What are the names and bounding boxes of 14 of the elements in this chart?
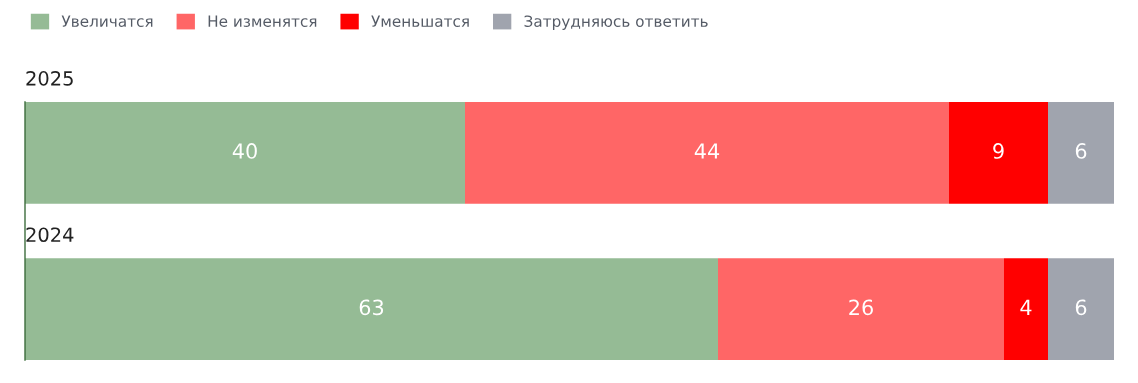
data-label: 9 bbox=[993, 143, 1004, 159]
legend-label: Уменьшатся bbox=[371, 15, 469, 27]
data-label: 26 bbox=[849, 299, 873, 316]
y-tick-label: 2025 bbox=[26, 71, 73, 86]
data-label: 63 bbox=[359, 299, 384, 316]
legend-label: Не изменятся bbox=[208, 15, 317, 27]
data-label: 40 bbox=[232, 143, 257, 159]
y-tick-label: 2024 bbox=[26, 227, 74, 243]
legend-label: Увеличатся bbox=[61, 15, 153, 27]
data-label: 4 bbox=[1020, 299, 1032, 315]
data-label: 6 bbox=[1075, 299, 1087, 316]
data-label: 44 bbox=[694, 143, 720, 159]
legend-label: Затрудняюсь ответить bbox=[524, 15, 708, 30]
data-label: 6 bbox=[1075, 143, 1087, 159]
